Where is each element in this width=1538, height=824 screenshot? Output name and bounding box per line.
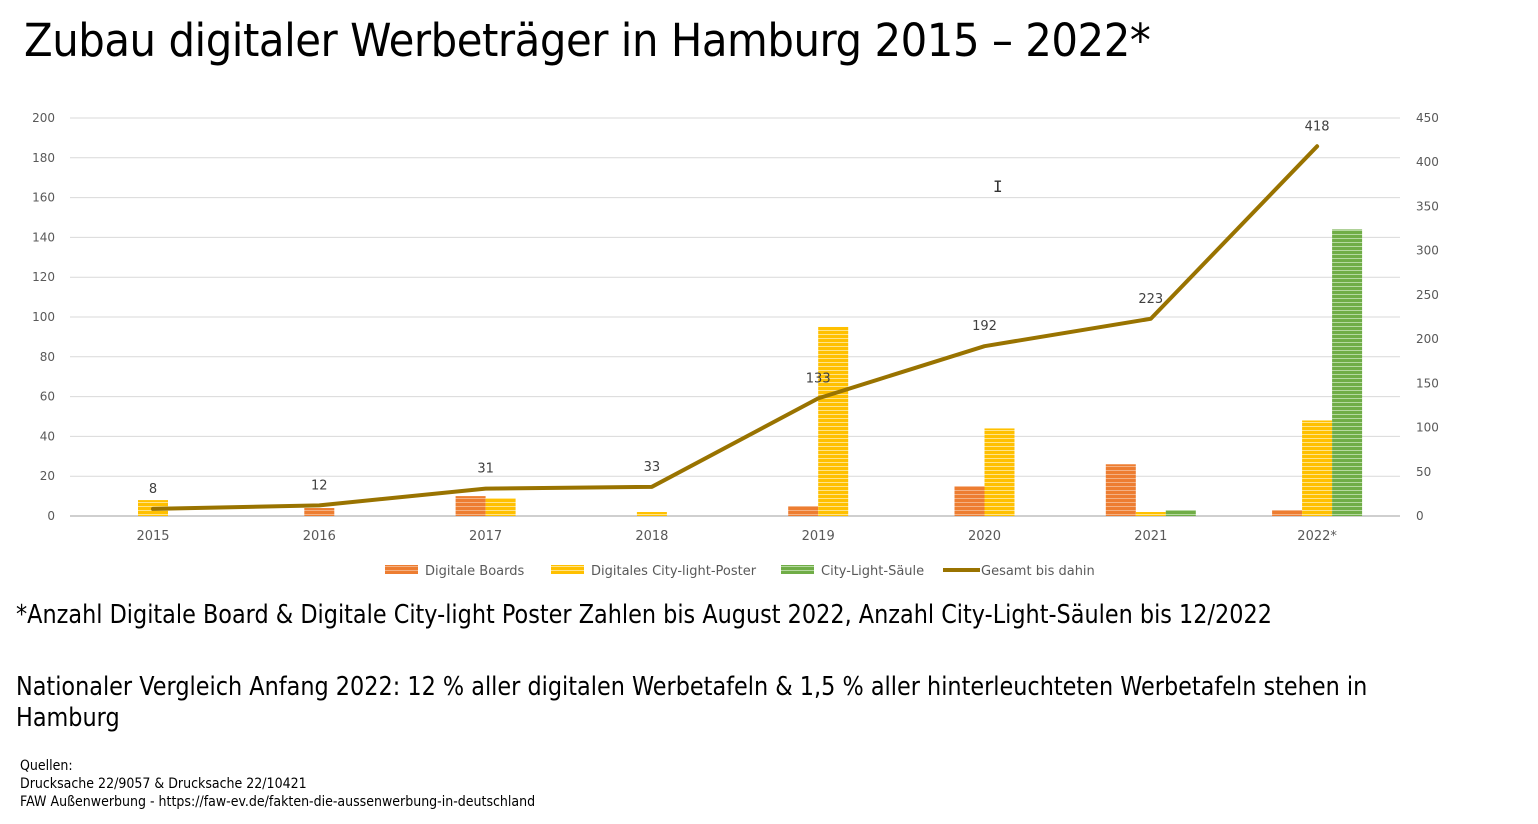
y-tick-label: 80 [40,350,55,364]
legend-swatch [551,565,584,574]
y2-tick-label: 450 [1416,111,1439,125]
x-tick-label: 2020 [968,529,1001,544]
y2-tick-label: 400 [1416,155,1439,169]
y-tick-label: 40 [40,429,55,443]
y-tick-label: 160 [32,191,55,205]
y2-tick-label: 350 [1416,199,1439,213]
bar-digitales-city-light-poster [984,428,1015,516]
source-item: FAW Außenwerbung - https://faw-ev.de/fak… [20,794,536,810]
national-comparison-line2: Hamburg [16,703,120,733]
y2-tick-label: 50 [1416,465,1431,479]
text-cursor-icon: I [993,177,1003,196]
data-label: 133 [806,371,831,386]
y-tick-label: 60 [40,390,55,404]
legend: Digitale Boards Digitales City-light-Post… [385,564,1095,579]
bar-city-light-s-ule [1332,229,1363,516]
data-label: 33 [644,460,661,475]
legend-label: City-Light-Säule [821,564,924,579]
data-label: 192 [972,319,997,334]
x-tick-label: 2022* [1297,529,1337,544]
bar-digitales-city-light-poster [485,498,516,516]
bar-digitales-city-light-poster [1135,512,1166,516]
bar-digitale-boards [954,486,985,516]
x-axis: 2015 2016 2017 2018 2019 2020 2021 2022* [136,529,1337,544]
y2-tick-label: 250 [1416,288,1439,302]
y-tick-label: 120 [32,270,55,284]
data-label: 223 [1138,292,1163,307]
combo-chart: 0 20 40 60 80 100 120 140 160 180 200 0 50 100 150 200… [32,111,1439,579]
total-line-path [151,144,1320,511]
y-tick-label: 180 [32,151,55,165]
x-tick-label: 2018 [635,529,668,544]
national-comparison-line1: Nationaler Vergleich Anfang 2022: 12 % a… [16,672,1368,702]
x-tick-label: 2016 [303,529,336,544]
sources-heading: Quellen: [20,758,73,774]
bar-digitale-boards [1105,464,1136,516]
legend-label: Digitale Boards [425,564,524,579]
bars [138,229,1363,516]
y2-tick-label: 300 [1416,244,1439,258]
x-tick-label: 2015 [136,529,169,544]
bar-city-light-s-ule [1165,510,1196,516]
legend-label: Gesamt bis dahin [981,564,1095,579]
y-axis-left: 0 20 40 60 80 100 120 140 160 180 200 [32,111,55,523]
data-label: 8 [149,482,157,497]
y-axis-right: 0 50 100 150 200 250 300 350 400 450 [1416,111,1439,523]
y-tick-label: 100 [32,310,55,324]
y-tick-label: 200 [32,111,55,125]
bar-digitale-boards [788,506,819,516]
gridlines [70,117,1400,517]
data-label: 418 [1305,119,1330,134]
x-tick-label: 2019 [802,529,835,544]
bar-digitale-boards [304,508,335,516]
y2-tick-label: 150 [1416,376,1439,390]
bar-digitales-city-light-poster [636,512,667,516]
y-tick-label: 20 [40,469,55,483]
sources: Quellen: Drucksache 22/9057 & Drucksache… [20,757,535,811]
x-tick-label: 2021 [1134,529,1167,544]
bar-digitale-boards [1272,510,1303,516]
bar-digitales-city-light-poster [818,326,849,516]
page-title: Zubau digitaler Werbeträger in Hamburg 2… [24,14,1151,67]
legend-label: Digitales City-light-Poster [591,564,757,579]
y-tick-label: 0 [47,509,55,523]
footnote: *Anzahl Digitale Board & Digitale City-l… [16,600,1272,630]
y-tick-label: 140 [32,230,55,244]
total-line: 8 12 31 33 133 192 223 418 [149,119,1330,511]
bar-digitale-boards [455,496,486,516]
y2-tick-label: 0 [1416,509,1424,523]
bar-digitales-city-light-poster [1302,420,1333,516]
x-tick-label: 2017 [469,529,502,544]
source-item: Drucksache 22/9057 & Drucksache 22/10421 [20,776,307,792]
y2-tick-label: 200 [1416,332,1439,346]
data-label: 31 [477,462,494,477]
y2-tick-label: 100 [1416,421,1439,435]
legend-swatch [781,565,814,574]
legend-swatch [385,565,418,574]
national-comparison: Nationaler Vergleich Anfang 2022: 12 % a… [16,672,1367,734]
data-label: 12 [311,478,328,493]
